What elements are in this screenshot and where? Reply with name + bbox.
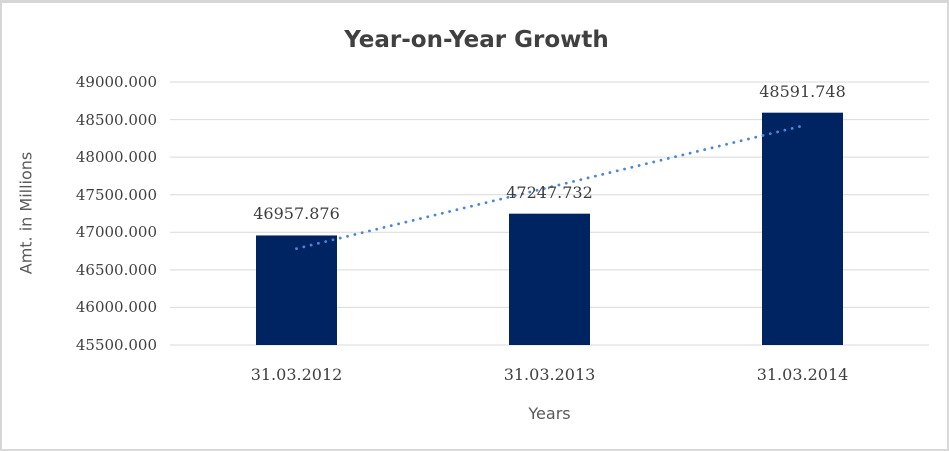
y-tick-label: 48500.000 [75, 110, 157, 129]
x-category-label-31.03.2014: 31.03.2014 [756, 365, 849, 384]
data-label-31.03.2014: 48591.748 [759, 81, 846, 101]
bar-31.03.2013 [509, 213, 590, 345]
plot-area [170, 81, 929, 346]
x-category-label-31.03.2013: 31.03.2013 [503, 365, 596, 384]
trendline [295, 124, 804, 251]
data-label-31.03.2013: 47247.732 [506, 182, 593, 202]
y-tick-label: 49000.000 [75, 73, 157, 91]
bar-31.03.2012 [256, 235, 337, 345]
x-axis-title: Years [528, 404, 571, 423]
y-tick-label: 46500.000 [75, 260, 157, 279]
bar-31.03.2014 [762, 112, 843, 346]
y-tick-label: 47500.000 [75, 185, 157, 204]
x-category-label-31.03.2012: 31.03.2012 [250, 365, 343, 384]
data-label-31.03.2012: 46957.876 [253, 204, 340, 224]
chart-title: Year-on-Year Growth [344, 27, 609, 53]
y-tick-label: 48000.000 [75, 148, 157, 167]
y-tick-label: 46000.000 [75, 298, 157, 317]
y-tick-label: 45500.000 [75, 336, 157, 354]
y-tick-label: 47000.000 [75, 223, 157, 242]
